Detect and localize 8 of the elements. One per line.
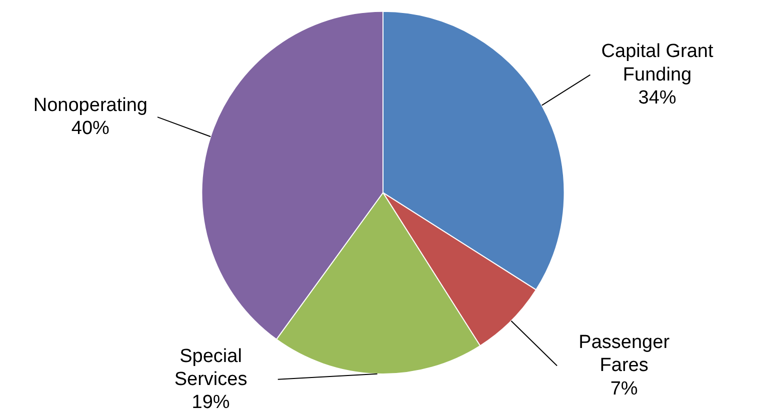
slice-label: Passenger Fares [578,332,670,376]
slice-label: Nonoperating [33,94,148,116]
data-label: 7% [610,378,638,400]
data-label: 19% [192,392,230,414]
data-label: 40% [71,118,110,140]
slice-label: Capital Grant Funding [601,41,714,86]
data-label: 34% [638,87,676,108]
slice-label: Special Services [174,346,248,390]
